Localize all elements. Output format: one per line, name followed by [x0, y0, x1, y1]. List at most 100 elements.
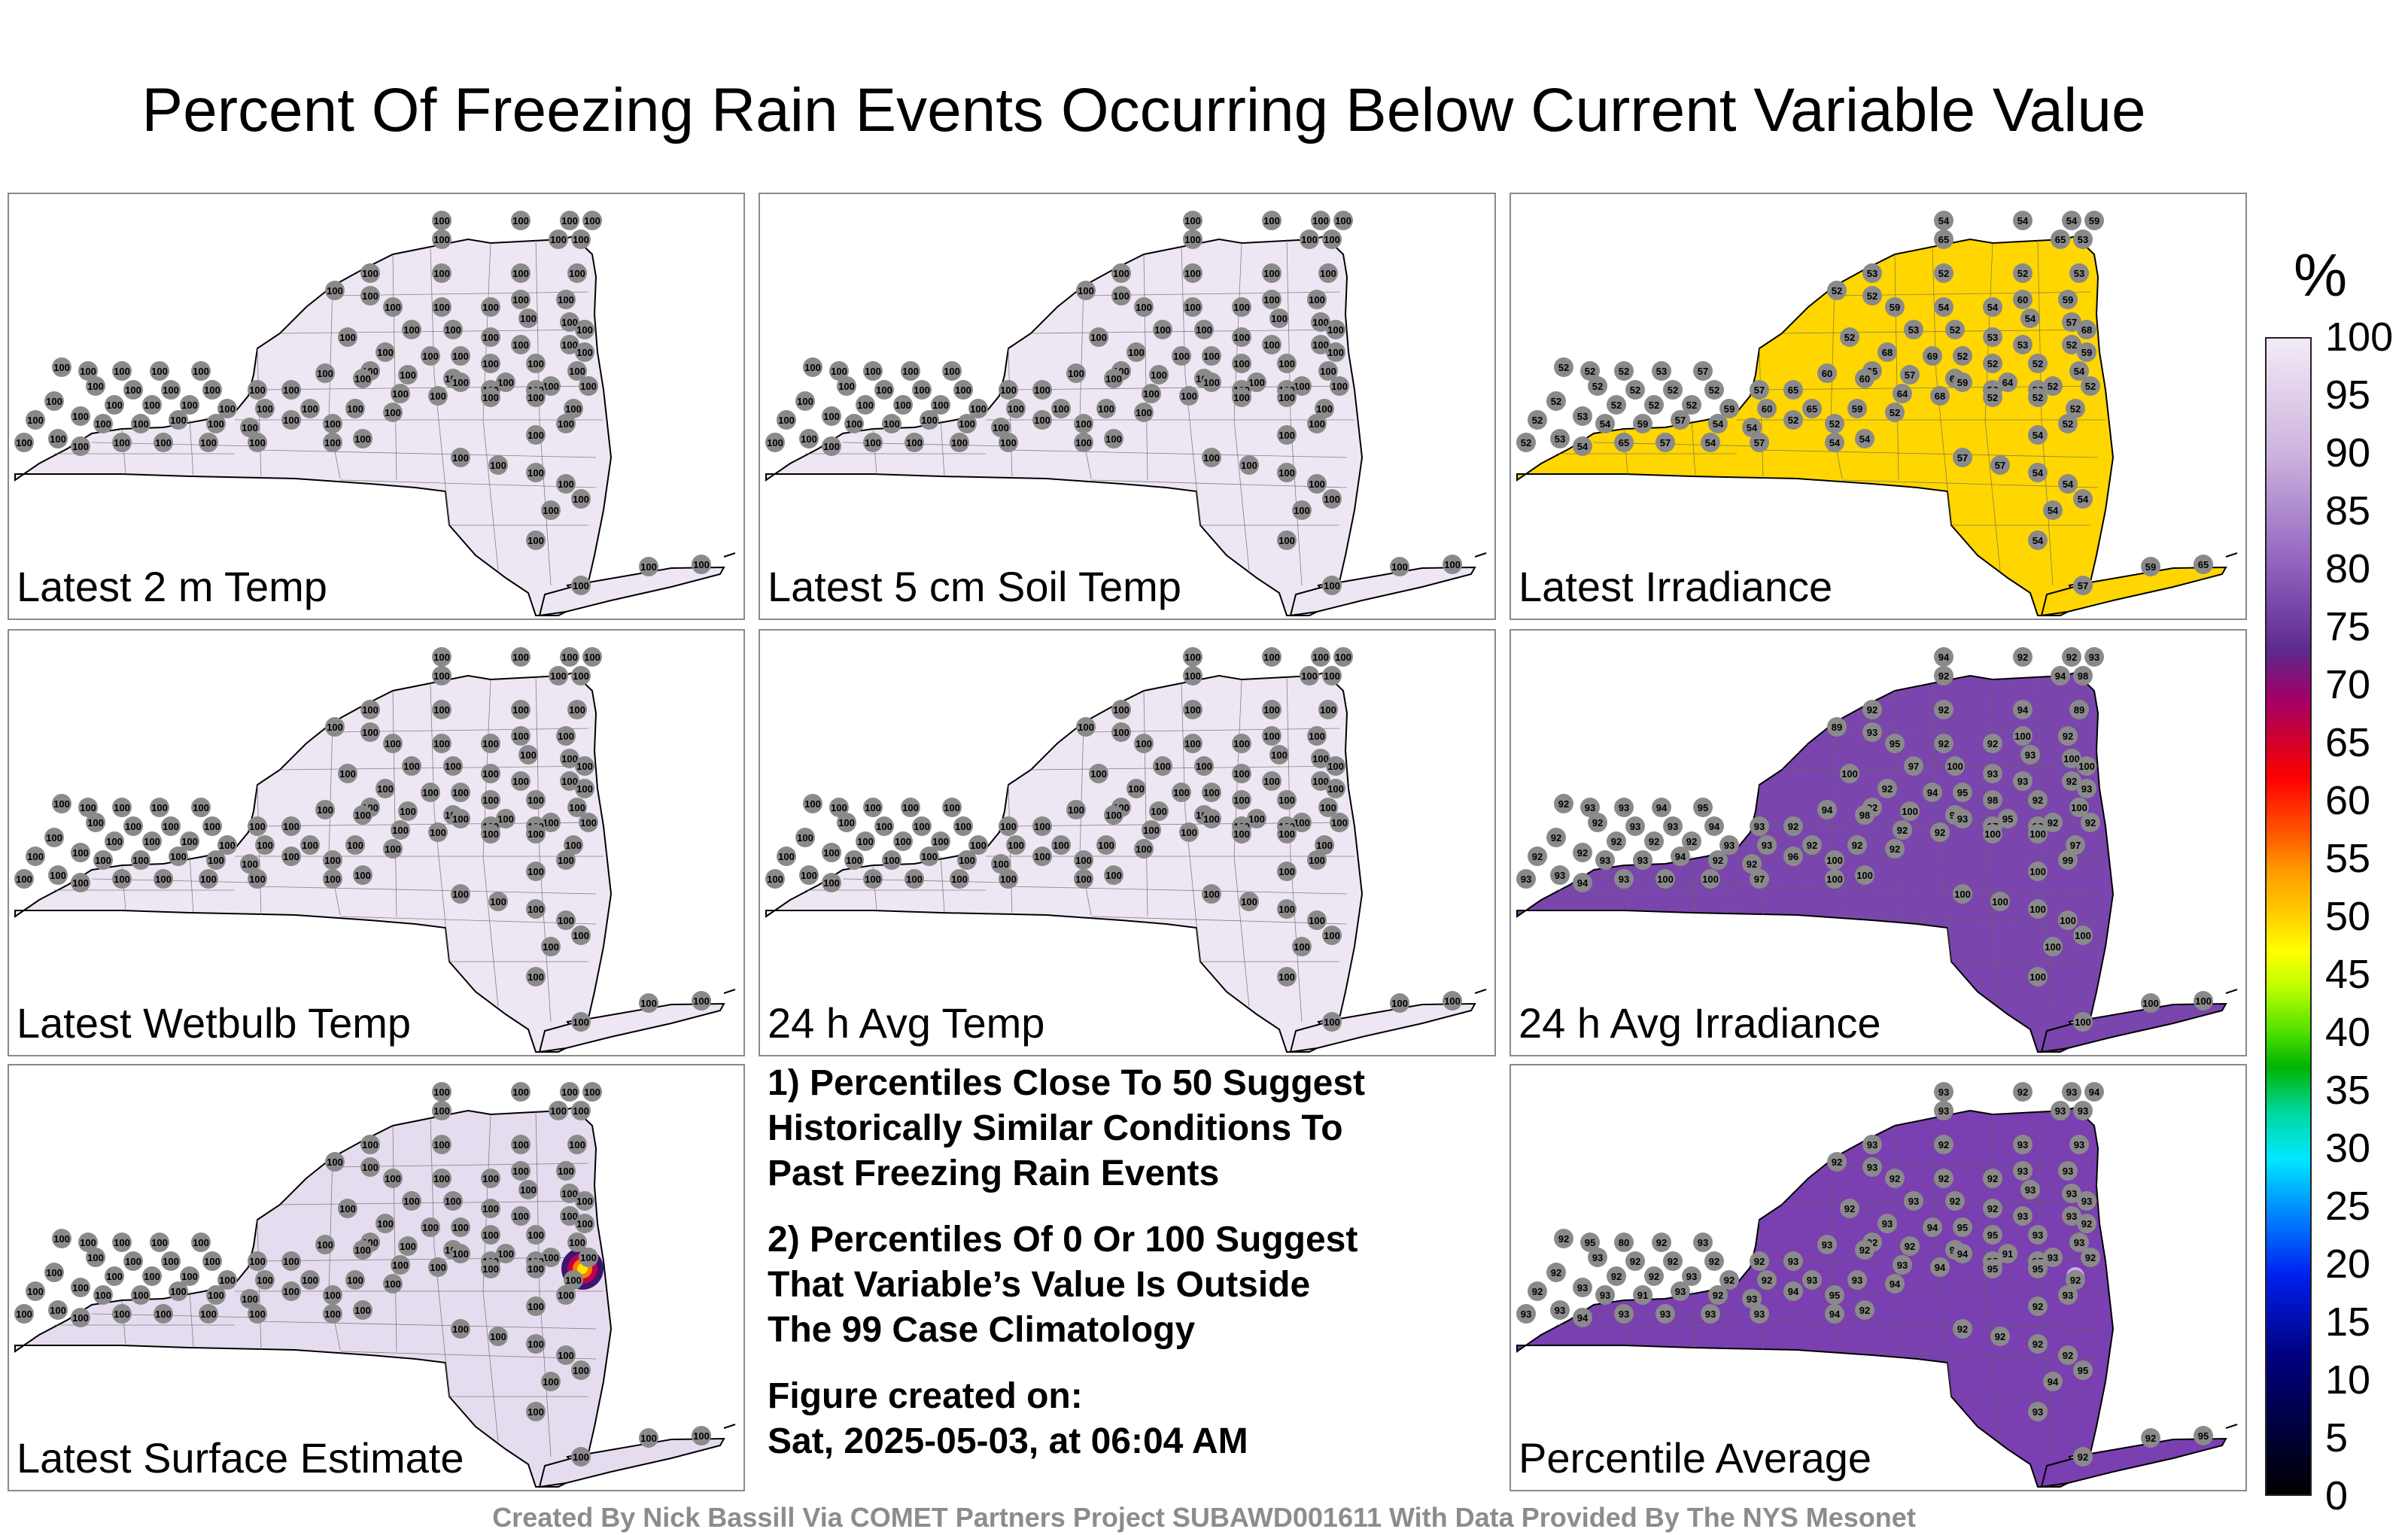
station-value: 52 — [1950, 324, 1960, 336]
station-value: 100 — [876, 821, 892, 832]
station-value: 100 — [640, 561, 657, 573]
station-marker — [1825, 850, 1844, 870]
station-value: 100 — [1278, 866, 1295, 877]
station-value: 100 — [385, 843, 401, 855]
station-marker — [44, 828, 64, 847]
county-line — [1781, 329, 2099, 334]
station-value: 93 — [2081, 783, 2092, 795]
station-value: 93 — [2017, 776, 2028, 787]
station-value: 100 — [1320, 704, 1336, 716]
station-value: 100 — [569, 366, 585, 377]
station-value: 93 — [1822, 1239, 1832, 1251]
station-marker — [1750, 1304, 1769, 1324]
station-value: 100 — [482, 795, 499, 806]
station-value: 100 — [846, 418, 862, 430]
station-value: 100 — [200, 437, 217, 448]
station-marker — [1701, 1304, 1720, 1324]
station-marker — [1322, 1012, 1342, 1032]
station-marker — [564, 1270, 583, 1290]
station-marker — [1595, 1285, 1615, 1305]
station-marker — [1142, 820, 1161, 840]
station-value: 92 — [2033, 795, 2043, 806]
station-marker — [281, 1251, 301, 1271]
station-marker — [571, 489, 591, 509]
station-marker — [191, 1233, 211, 1252]
station-value: 100 — [1136, 407, 1152, 418]
station-marker — [526, 824, 546, 843]
station-value: 92 — [1668, 1256, 1678, 1267]
station-value: 100 — [921, 851, 938, 862]
station-value: 100 — [193, 802, 209, 813]
station-marker — [391, 820, 410, 840]
station-marker — [957, 850, 977, 870]
station-marker — [1232, 824, 1251, 843]
station-marker — [142, 831, 162, 851]
station-marker — [1644, 1266, 1664, 1286]
station-value: 100 — [354, 870, 371, 881]
station-value: 100 — [831, 802, 847, 813]
station-value: 100 — [204, 1256, 220, 1267]
station-value: 92 — [1551, 1267, 1561, 1278]
station-marker — [1671, 847, 1690, 866]
county-line — [1143, 254, 1148, 481]
station-marker — [1885, 403, 1905, 422]
station-marker — [142, 395, 162, 415]
station-value: 100 — [520, 1184, 537, 1196]
station-value: 93 — [1521, 874, 1531, 885]
station-value: 100 — [2071, 802, 2087, 813]
station-value: 93 — [1762, 840, 1772, 851]
station-marker — [1783, 816, 1803, 836]
station-marker — [1701, 869, 1720, 889]
station-marker — [1032, 847, 1052, 866]
station-value: 100 — [324, 874, 341, 885]
station-marker — [150, 1233, 169, 1252]
station-value: 92 — [1611, 1271, 1622, 1282]
station-value: 100 — [170, 1286, 187, 1297]
station-marker — [2062, 211, 2081, 230]
station-value: 65 — [1807, 403, 1817, 415]
station-marker — [2043, 1248, 2063, 1267]
station-value: 100 — [125, 821, 141, 832]
station-marker — [511, 1082, 531, 1102]
station-value: 100 — [576, 324, 593, 336]
station-marker — [1318, 361, 1338, 381]
station-value: 100 — [302, 840, 318, 851]
figure-title: Percent Of Freezing Rain Events Occurrin… — [141, 76, 2146, 144]
station-value: 100 — [1320, 366, 1336, 377]
station-value: 92 — [1938, 1139, 1949, 1150]
station-value: 100 — [573, 494, 589, 505]
station-value: 92 — [1905, 1241, 1915, 1252]
station-marker — [1183, 297, 1202, 317]
map-panel-24h-avg-temp: 100 100 100 100 100 100 100 100 100 100 100 100 100 1… — [759, 629, 1496, 1056]
station-marker — [2077, 779, 2096, 798]
colorbar — [2265, 337, 2312, 1496]
station-value: 100 — [377, 1218, 394, 1230]
station-value: 100 — [1151, 806, 1167, 817]
station-value: 92 — [1950, 1196, 1960, 1207]
station-marker — [78, 798, 98, 817]
station-marker — [1825, 433, 1844, 452]
station-value: 100 — [80, 366, 96, 377]
station-marker — [1953, 1217, 1972, 1237]
station-value: 100 — [452, 813, 469, 825]
station-value: 100 — [801, 433, 817, 445]
station-marker — [968, 399, 988, 418]
map-panel-latest-wetbulb-temp: 100 100 100 100 100 100 100 100 100 100 100 100 100 1… — [8, 629, 745, 1056]
station-value: 100 — [482, 1203, 499, 1214]
station-value: 92 — [2070, 1275, 2081, 1286]
station-value: 95 — [1957, 1222, 1968, 1233]
station-marker — [575, 756, 594, 776]
county-line — [1691, 856, 1696, 913]
station-marker — [1614, 361, 1634, 381]
station-marker — [199, 869, 218, 889]
station-marker — [383, 1274, 403, 1293]
station-value: 100 — [249, 874, 266, 885]
station-marker — [991, 854, 1011, 874]
station-marker — [432, 229, 451, 249]
station-marker — [2141, 1428, 2160, 1448]
station-marker — [1783, 1281, 1803, 1301]
station-value: 100 — [249, 385, 266, 396]
station-marker — [1183, 666, 1202, 685]
station-value: 100 — [1233, 358, 1250, 369]
